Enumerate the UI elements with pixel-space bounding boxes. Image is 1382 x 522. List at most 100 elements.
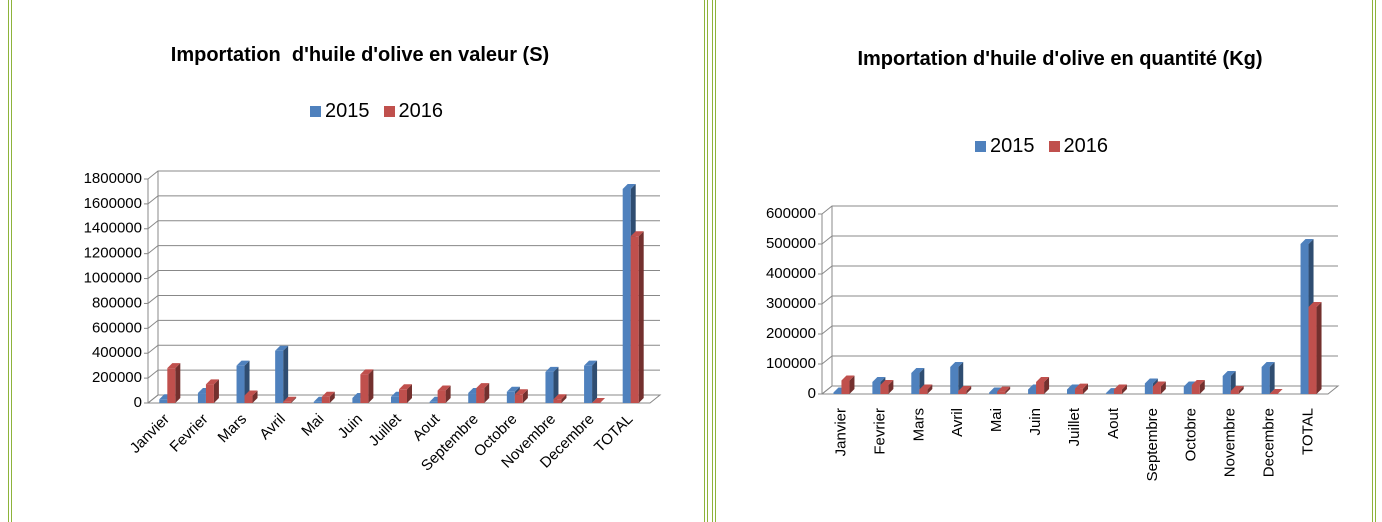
bar-front: [880, 385, 889, 394]
bar-side: [561, 394, 567, 403]
bar-top: [514, 389, 528, 395]
bar-top: [476, 383, 490, 389]
x-tick-label: Juin: [335, 411, 366, 442]
grid-line: [821, 385, 1338, 395]
grid-line: [147, 394, 660, 404]
bar-top: [167, 363, 181, 369]
bar-front: [1105, 393, 1114, 394]
bar-top: [958, 386, 972, 391]
bar-top: [919, 384, 933, 390]
bar-top: [360, 369, 374, 375]
bar-front: [950, 367, 959, 394]
bar-front: [437, 390, 446, 403]
bar: [360, 369, 374, 403]
x-tick-label: Mars: [910, 408, 927, 441]
y-tick-label: 200000: [766, 325, 816, 342]
bar-front: [321, 396, 330, 403]
bar-side: [291, 396, 297, 403]
x-tick-label: Septembre: [1144, 408, 1161, 481]
bar-side: [445, 385, 451, 403]
bar-front: [205, 384, 214, 403]
bar: [997, 386, 1011, 394]
bar: [399, 384, 412, 403]
x-tick-label: TOTAL: [591, 411, 636, 456]
bar-side: [966, 386, 972, 394]
bar: [545, 366, 559, 403]
x-tick-label: Novembre: [1222, 408, 1239, 477]
x-tick-label: Octobre: [1183, 408, 1200, 461]
bar-front: [958, 391, 967, 394]
x-tick-label: Aout: [1105, 407, 1122, 439]
bar-top: [997, 386, 1011, 392]
bar-front: [476, 388, 485, 403]
legend-label: 2015: [325, 100, 370, 122]
bar-front: [1308, 307, 1317, 394]
y-tick-label: 800000: [92, 294, 142, 311]
grid-line: [147, 245, 660, 255]
bar-side: [958, 362, 964, 394]
bar-top: [1152, 381, 1166, 387]
legend: 2015 2016: [975, 135, 1108, 158]
y-tick-label: 600000: [766, 205, 816, 222]
x-tick-label: Avril: [256, 411, 288, 443]
bar-front: [275, 350, 284, 403]
bar: [919, 384, 933, 394]
legend-label: 2015: [990, 135, 1035, 157]
grid-line: [147, 270, 660, 279]
bar-top: [545, 366, 559, 372]
legend-item: 2015: [310, 100, 370, 123]
bar: [553, 394, 567, 403]
bar: [514, 389, 528, 403]
bar-front: [352, 398, 361, 403]
bar: [1075, 383, 1088, 394]
bar-side: [1044, 377, 1050, 394]
bar: [1269, 389, 1283, 394]
grid-line: [147, 319, 660, 329]
bar-front: [167, 368, 176, 403]
legend-label: 2016: [398, 100, 444, 122]
bar-top: [1269, 389, 1283, 394]
bar: [592, 398, 606, 403]
bar-front: [1144, 383, 1153, 394]
bar-side: [213, 379, 219, 403]
bar: [1261, 362, 1275, 394]
bar-front: [553, 399, 562, 403]
chart-title: Importation d'huile d'olive en quantité …: [857, 48, 1263, 70]
bar-top: [1183, 381, 1197, 387]
grid-line: [147, 369, 660, 379]
grid-line: [821, 295, 1338, 305]
bar-top: [1261, 362, 1275, 367]
bar-top: [553, 394, 567, 400]
bar-top: [437, 385, 451, 391]
x-tick-label: Decembre: [1261, 408, 1278, 477]
bar-front: [1183, 386, 1192, 394]
bar-side: [283, 345, 289, 403]
bar: [275, 345, 289, 403]
x-tick-label: Janvier: [832, 408, 849, 456]
bar-side: [927, 384, 933, 394]
x-tick-label: Mai: [988, 408, 1005, 432]
bar-side: [1121, 384, 1127, 394]
grid-line: [147, 195, 660, 205]
grid-line: [821, 355, 1338, 365]
y-tick-label: 1800000: [84, 170, 142, 187]
y-tick-label: 1000000: [84, 270, 142, 287]
bar-side: [1269, 362, 1275, 394]
bar-top: [841, 375, 855, 381]
y-tick-label: 600000: [92, 319, 142, 336]
bar-side: [592, 360, 598, 403]
x-tick-label: Fevrier: [871, 408, 888, 455]
grid-line: [821, 325, 1338, 335]
bar-front: [506, 391, 515, 403]
bar-top: [236, 360, 250, 366]
y-tick-label: 1400000: [84, 220, 142, 237]
bar-top: [630, 231, 644, 237]
bar-front: [514, 394, 523, 403]
bar: [1191, 380, 1205, 394]
bar-front: [1036, 382, 1045, 394]
bar-side: [638, 231, 644, 403]
bar-top: [584, 360, 598, 366]
bar-top: [244, 390, 258, 396]
